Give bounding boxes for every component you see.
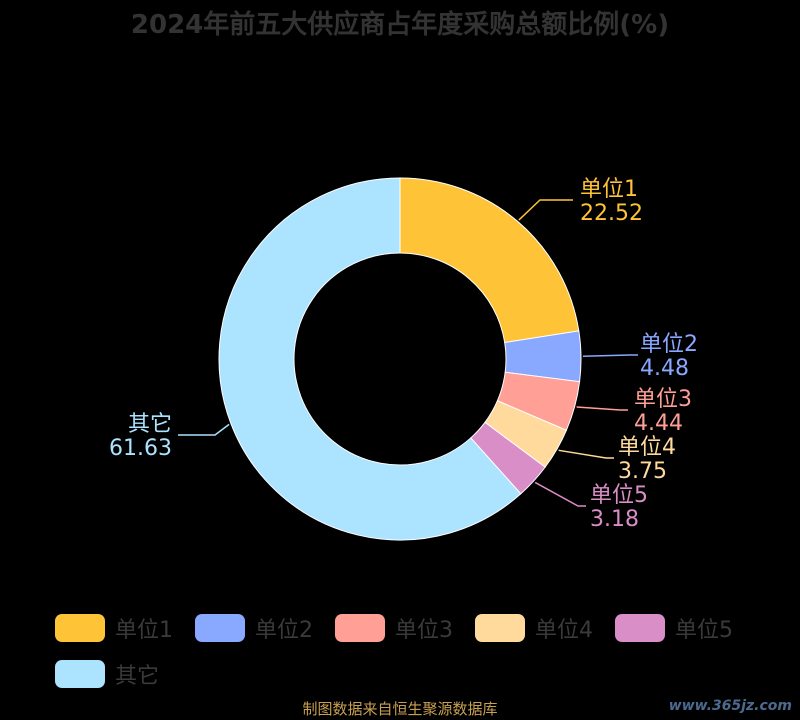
slice-value-3: 4.44 xyxy=(634,411,683,436)
slice-6[interactable] xyxy=(218,177,522,541)
leader-line-2 xyxy=(582,354,638,357)
leader-line-4 xyxy=(558,449,614,459)
source-footer: 制图数据来自恒生聚源数据库 xyxy=(302,700,498,718)
slice-label-2: 单位2 xyxy=(640,332,698,357)
legend-swatch xyxy=(475,614,525,642)
slice-label-6: 其它 xyxy=(128,412,172,437)
slice-label-5: 单位5 xyxy=(590,483,648,508)
legend-row-2: 其它 xyxy=(55,658,181,690)
watermark: www.365jz.com xyxy=(668,698,792,714)
legend-label: 单位1 xyxy=(115,618,173,643)
slice-value-5: 3.18 xyxy=(590,507,639,532)
legend-item-5[interactable]: 单位5 xyxy=(615,612,733,644)
legend-label: 单位4 xyxy=(535,618,593,643)
slice-value-4: 3.75 xyxy=(618,459,667,484)
legend-label: 单位5 xyxy=(675,618,733,643)
legend-row-1: 单位1 单位2 单位3 单位4 单位5 xyxy=(55,612,755,644)
legend-label: 其它 xyxy=(115,664,160,689)
legend-swatch xyxy=(335,614,385,642)
legend-item-6[interactable]: 其它 xyxy=(55,658,159,690)
legend-swatch xyxy=(615,614,665,642)
legend-label: 单位3 xyxy=(395,618,453,643)
slice-1[interactable] xyxy=(399,177,580,344)
legend-item-4[interactable]: 单位4 xyxy=(475,612,593,644)
chart-title: 2024年前五大供应商占年度采购总额比例(%) xyxy=(130,10,670,40)
slice-value-2: 4.48 xyxy=(640,356,689,381)
slice-value-6: 61.63 xyxy=(109,436,172,461)
legend-item-3[interactable]: 单位3 xyxy=(335,612,453,644)
leader-lines xyxy=(178,199,638,507)
legend-swatch xyxy=(55,614,105,642)
legend-swatch xyxy=(55,660,105,688)
slice-label-4: 单位4 xyxy=(618,435,676,460)
leader-line-3 xyxy=(576,406,628,411)
slice-value-1: 22.52 xyxy=(580,201,643,226)
leader-line-6 xyxy=(178,423,230,436)
slices xyxy=(218,177,582,541)
legend-item-2[interactable]: 单位2 xyxy=(195,612,313,644)
legend-item-1[interactable]: 单位1 xyxy=(55,612,173,644)
leader-line-1 xyxy=(518,199,573,221)
leader-line-5 xyxy=(534,481,586,507)
slice-label-3: 单位3 xyxy=(634,387,692,412)
legend-label: 单位2 xyxy=(255,618,313,643)
slice-label-1: 单位1 xyxy=(580,177,638,202)
legend-swatch xyxy=(195,614,245,642)
